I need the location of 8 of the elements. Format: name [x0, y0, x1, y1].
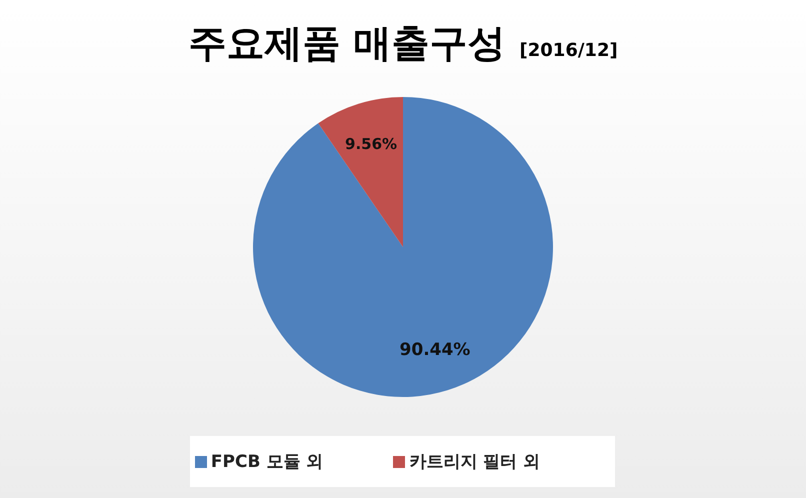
data-label: 9.56% [345, 134, 398, 153]
pie-slice [318, 97, 403, 247]
chart-title: 주요제품 매출구성 [188, 21, 506, 65]
legend-label: FPCB 모듈 외 [210, 452, 324, 472]
legend-label: 카트리지 필터 외 [409, 452, 540, 472]
data-label: 90.44% [400, 340, 470, 360]
chart-subtitle: [2016/12] [520, 40, 618, 61]
pie-slice [253, 97, 553, 397]
